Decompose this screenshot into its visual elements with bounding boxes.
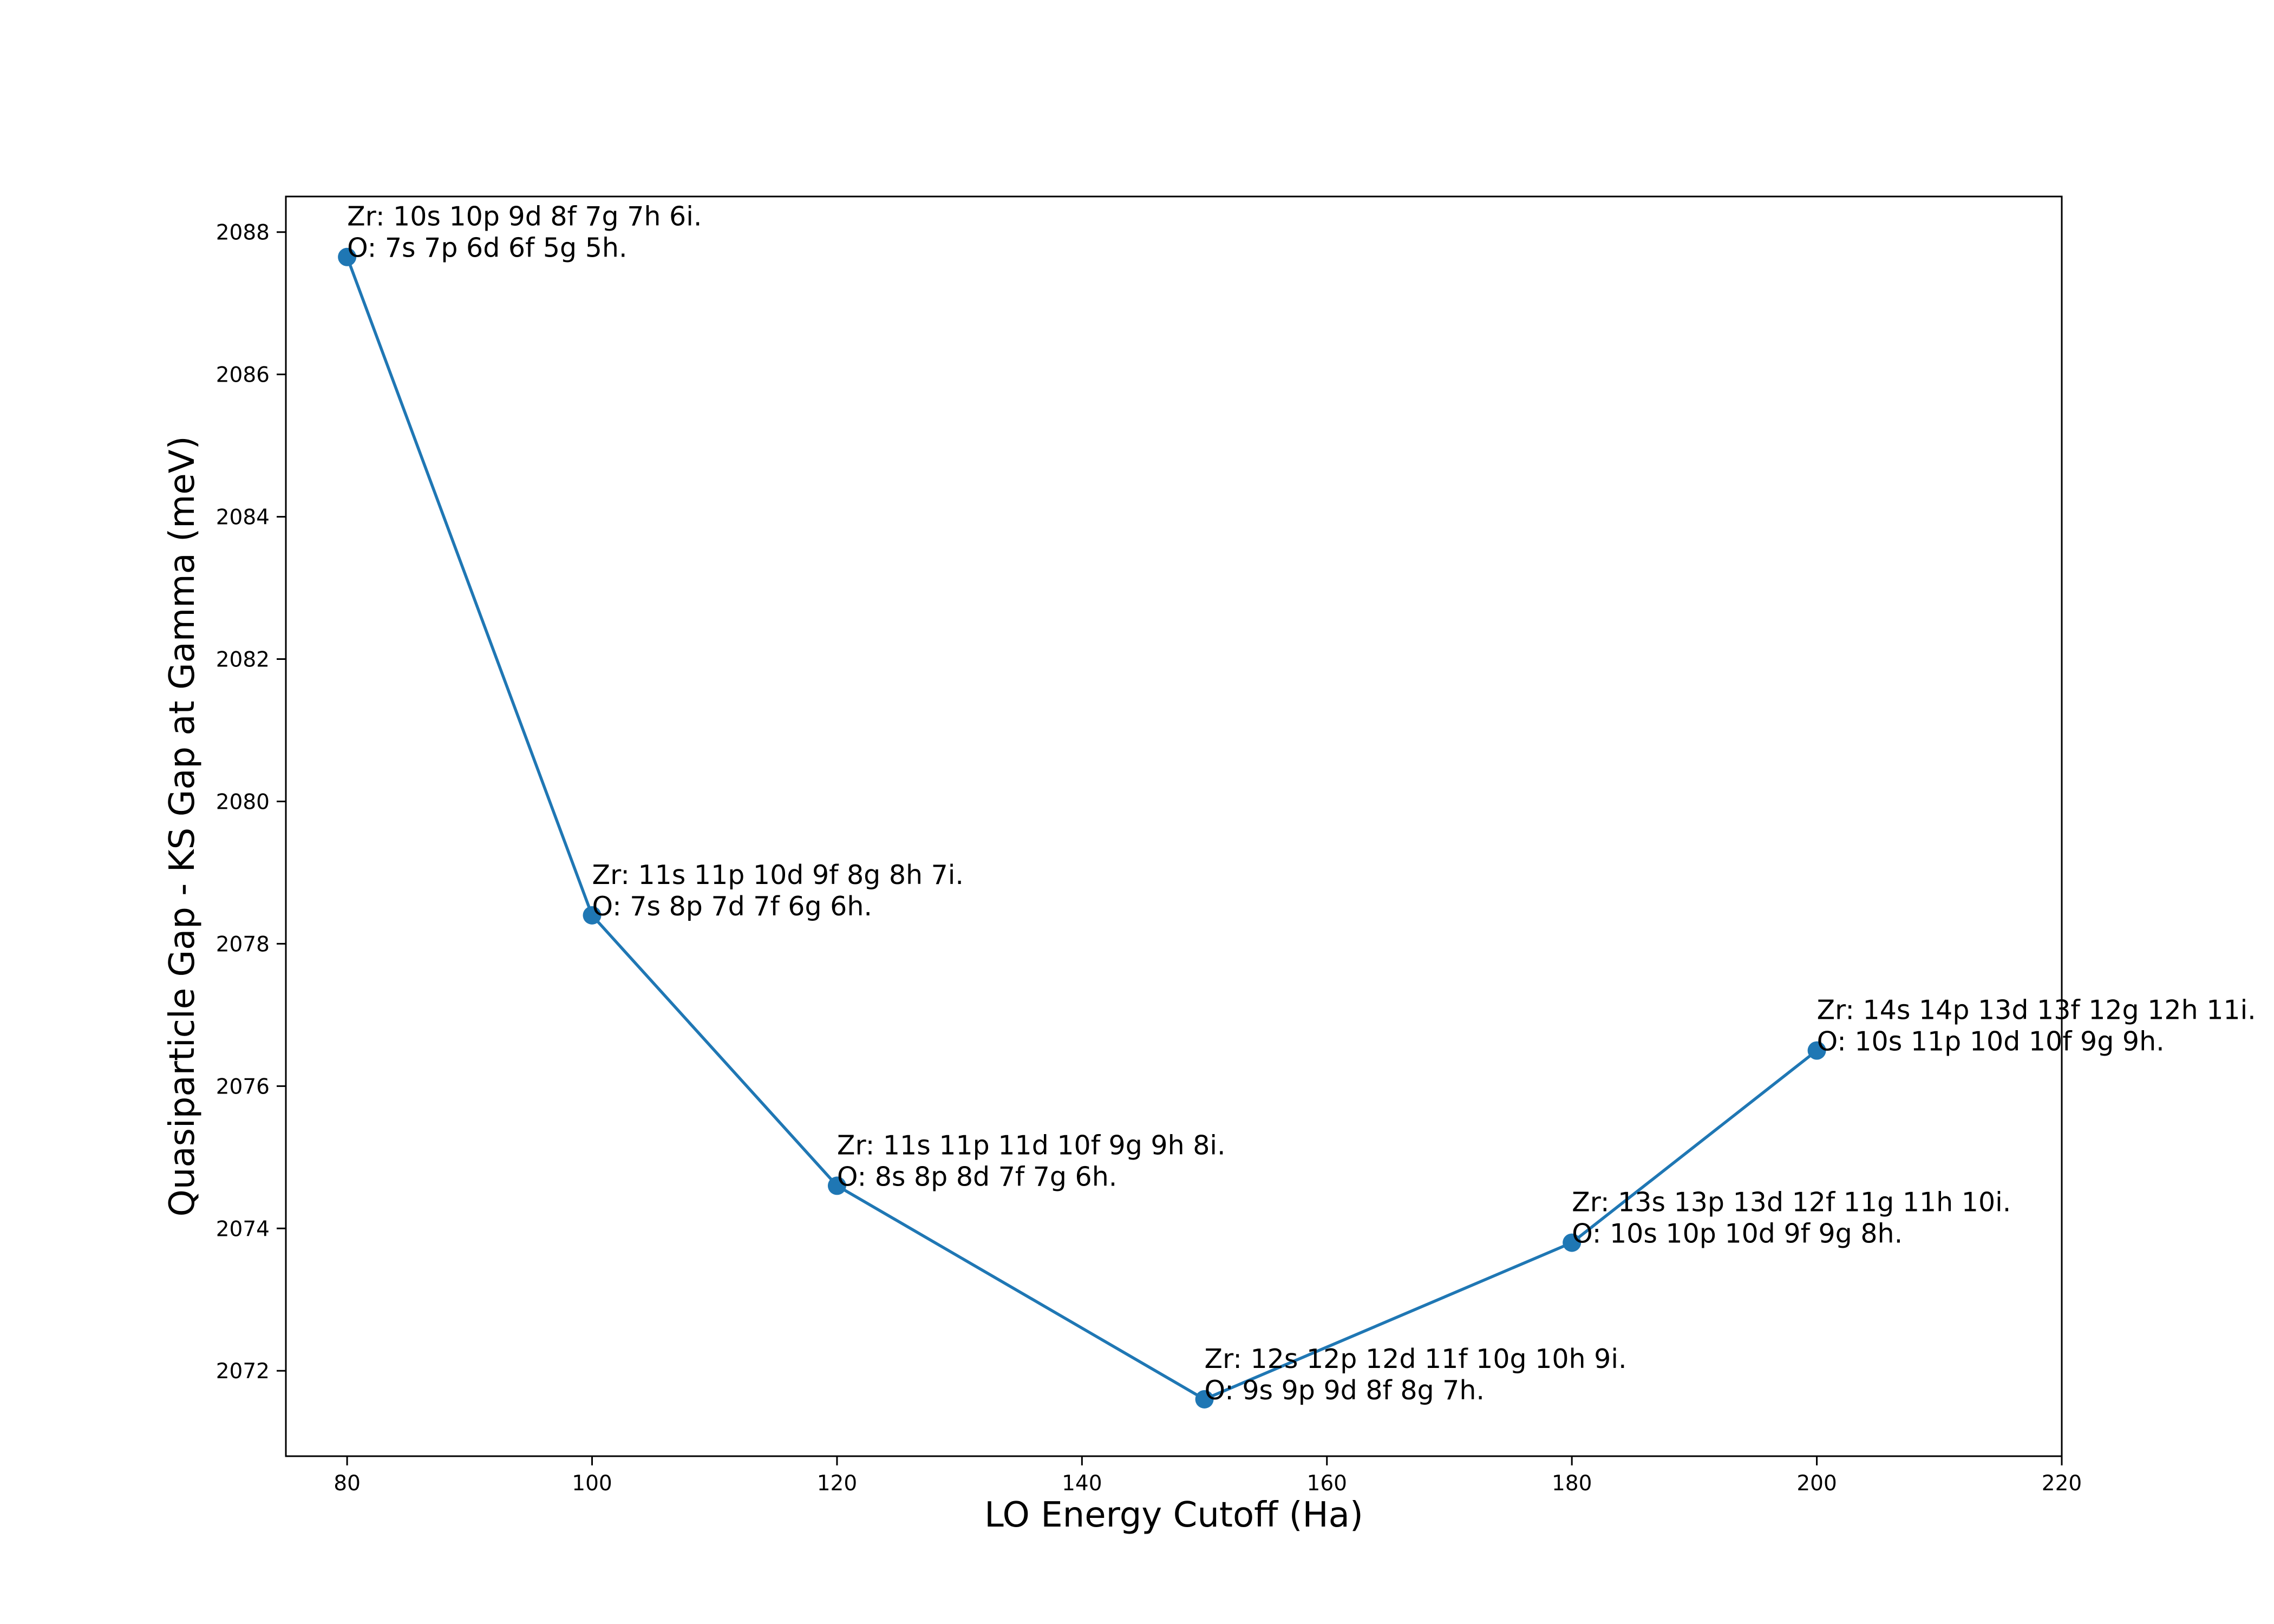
- y-tick-label: 2086: [216, 363, 270, 388]
- point-annotation: Zr: 11s 11p 10d 9f 8g 8h 7i.: [592, 860, 964, 890]
- y-tick-label: 2072: [216, 1359, 270, 1384]
- y-tick-label: 2082: [216, 648, 270, 672]
- y-tick-label: 2076: [216, 1075, 270, 1099]
- y-tick-label: 2078: [216, 932, 270, 957]
- point-annotation: Zr: 12s 12p 12d 11f 10g 10h 9i.: [1205, 1344, 1627, 1374]
- point-annotation: O: 9s 9p 9d 8f 8g 7h.: [1205, 1375, 1485, 1406]
- data-point: [827, 1176, 846, 1195]
- plot-frame: [285, 195, 2063, 1457]
- point-annotation: Zr: 14s 14p 13d 13f 12g 12h 11i.: [1817, 995, 2256, 1026]
- x-axis-label: LO Energy Cutoff (Ha): [984, 1495, 1363, 1535]
- y-axis-label: Quasiparticle Gap - KS Gap at Gamma (meV…: [162, 436, 202, 1216]
- point-annotation: Zr: 10s 10p 9d 8f 7g 7h 6i.: [347, 201, 702, 232]
- y-tick-label: 2088: [216, 221, 270, 245]
- x-tick-label: 200: [1796, 1471, 1837, 1496]
- y-tick-label: 2074: [216, 1217, 270, 1241]
- x-tick-label: 160: [1307, 1471, 1347, 1496]
- data-point: [1807, 1041, 1826, 1060]
- plot-area: 80 100 120 140 160 180 200 220 2072 2074 2076 2078 2…: [216, 195, 2256, 1496]
- x-tick-label: 140: [1062, 1471, 1102, 1496]
- x-tick-label: 120: [817, 1471, 857, 1496]
- data-point: [583, 906, 602, 925]
- point-annotation: Zr: 13s 13p 13d 12f 11g 11h 10i.: [1572, 1187, 2011, 1218]
- x-tick-label: 100: [572, 1471, 612, 1496]
- series-line: [345, 256, 1818, 1401]
- data-point: [1563, 1233, 1582, 1252]
- data-point: [338, 247, 357, 266]
- point-annotation: Zr: 11s 11p 11d 10f 9g 9h 8i.: [837, 1130, 1226, 1161]
- point-annotation: O: 10s 11p 10d 10f 9g 9h.: [1817, 1026, 2165, 1057]
- point-annotation: O: 8s 8p 8d 7f 7g 6h.: [837, 1161, 1117, 1192]
- x-tick-label: 180: [1552, 1471, 1592, 1496]
- point-annotation: O: 7s 8p 7d 7f 6g 6h.: [592, 891, 872, 922]
- x-tick-label: 80: [334, 1471, 361, 1496]
- point-annotation: O: 10s 10p 10d 9f 9g 8h.: [1572, 1219, 1903, 1249]
- x-tick-label: 220: [2042, 1471, 2082, 1496]
- y-tick-label: 2080: [216, 790, 270, 814]
- point-annotation: O: 7s 7p 6d 6f 5g 5h.: [347, 233, 627, 264]
- y-tick-label: 2084: [216, 506, 270, 530]
- data-point: [1195, 1390, 1214, 1409]
